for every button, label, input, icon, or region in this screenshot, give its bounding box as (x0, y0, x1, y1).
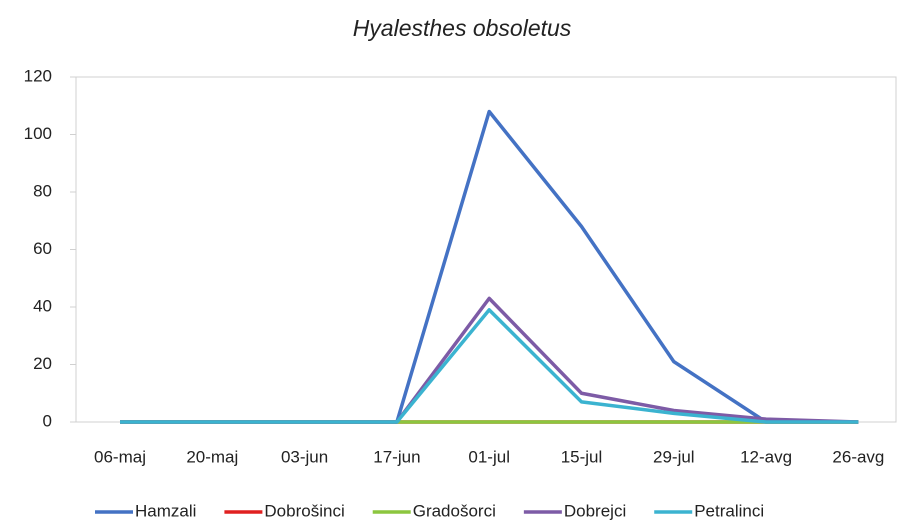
x-tick-label: 29-jul (653, 447, 695, 466)
x-tick-label: 20-maj (186, 447, 238, 466)
y-tick-label: 0 (43, 411, 52, 430)
legend-label: Dobrošinci (264, 501, 344, 520)
x-tick-label: 26-avg (832, 447, 884, 466)
x-tick-label: 12-avg (740, 447, 792, 466)
y-tick-label: 100 (24, 124, 52, 143)
series-line (120, 109, 859, 424)
y-tick-label: 20 (33, 354, 52, 373)
legend-label: Gradošorci (413, 501, 496, 520)
series-line (120, 296, 859, 424)
y-tick-label: 60 (33, 239, 52, 258)
y-tick-label: 40 (33, 296, 52, 315)
chart-title: Hyalesthes obsoletus (353, 15, 572, 41)
x-tick-label: 03-jun (281, 447, 328, 466)
x-tick-label: 15-jul (561, 447, 603, 466)
x-tick-label: 17-jun (373, 447, 420, 466)
y-tick-label: 80 (33, 181, 52, 200)
series-line (120, 308, 859, 424)
x-tick-label: 06-maj (94, 447, 146, 466)
legend-label: Petralinci (694, 501, 764, 520)
y-tick-label: 120 (24, 66, 52, 85)
legend-label: Dobrejci (564, 501, 626, 520)
legend-label: Hamzali (135, 501, 196, 520)
x-tick-label: 01-jul (468, 447, 510, 466)
plot-frame (75, 76, 897, 423)
